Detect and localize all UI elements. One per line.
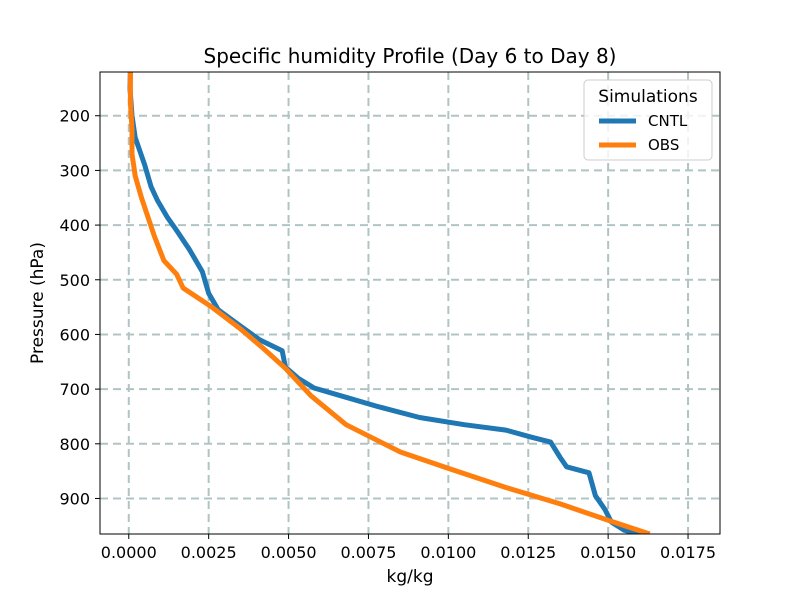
y-tick-label: 800 <box>59 435 90 454</box>
legend-box <box>583 79 713 161</box>
legend: Simulations CNTL OBS <box>583 79 713 161</box>
y-tick-label: 500 <box>59 271 90 290</box>
y-tick-label: 700 <box>59 380 90 399</box>
legend-label-obs: OBS <box>648 136 679 154</box>
y-tick-label: 400 <box>59 216 90 235</box>
plot-frame <box>99 71 721 535</box>
chart-title: Specific humidity Profile (Day 6 to Day … <box>204 44 617 68</box>
x-tick-label: 0.0175 <box>660 543 716 562</box>
x-axis-label: kg/kg <box>387 567 434 587</box>
x-tick-label: 0.0150 <box>580 543 636 562</box>
y-tick-label: 300 <box>59 161 90 180</box>
axis-ticks: 0.0000 0.0025 0.0050 0.0075 0.0100 0.0125 0.01… <box>59 107 716 562</box>
grid <box>100 72 720 534</box>
legend-label-cntl: CNTL <box>648 112 688 130</box>
legend-items: CNTL OBS <box>599 112 688 154</box>
x-tick-label: 0.0075 <box>340 543 396 562</box>
x-tick-label: 0.0050 <box>261 543 317 562</box>
x-tick-label: 0.0125 <box>500 543 556 562</box>
series-line-obs <box>127 72 651 534</box>
y-axis-label: Pressure (hPa) <box>28 242 48 364</box>
x-tick-label: 0.0100 <box>420 543 476 562</box>
y-tick-label: 200 <box>59 107 90 126</box>
legend-title: Simulations <box>598 87 698 107</box>
y-tick-label: 900 <box>59 489 90 508</box>
x-tick-label: 0.0025 <box>181 543 237 562</box>
y-tick-label: 600 <box>59 325 90 344</box>
x-tick-label: 0.0000 <box>101 543 157 562</box>
series-lines <box>127 72 651 534</box>
